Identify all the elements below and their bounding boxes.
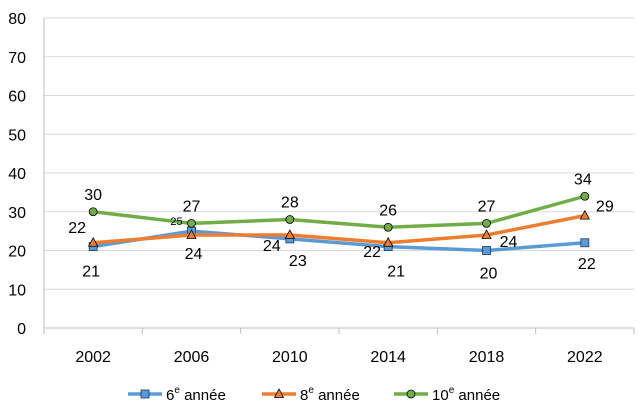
data-label: 34 <box>574 171 592 188</box>
axes <box>43 18 635 334</box>
data-point <box>186 229 197 239</box>
data-point <box>88 207 98 217</box>
data-point <box>406 389 416 399</box>
data-label: 26 <box>379 202 397 219</box>
data-point <box>580 238 590 248</box>
x-tick-label: 2018 <box>469 349 505 366</box>
series-line <box>91 194 587 229</box>
data-labels: 21 25 23 21 20 22 22 24 24 22 24 29 30 27 28 26 27 34 <box>68 171 614 282</box>
series-line <box>91 213 587 245</box>
data-point <box>273 388 285 398</box>
y-tick-label: 40 <box>8 166 26 183</box>
y-tick-label: 0 <box>17 321 26 338</box>
data-label: 28 <box>281 195 299 212</box>
data-point <box>580 191 590 201</box>
data-label: 30 <box>84 187 102 204</box>
x-tick-label: 2022 <box>567 349 603 366</box>
data-label: 21 <box>82 264 100 281</box>
series-line <box>91 229 587 253</box>
data-label: 27 <box>478 198 496 215</box>
data-point <box>383 236 394 247</box>
data-label: 20 <box>480 266 498 283</box>
legend: 6e année 8e année 10e année <box>128 385 500 404</box>
x-tick-label: 2002 <box>75 349 111 366</box>
legend-item: 8e année <box>262 385 360 404</box>
data-label: 24 <box>500 234 518 251</box>
gridlines <box>44 17 634 290</box>
data-label: 29 <box>596 199 614 216</box>
data-point <box>88 236 99 247</box>
y-tick-label: 30 <box>8 205 26 222</box>
y-tick-label: 50 <box>8 127 26 144</box>
y-tick-label: 80 <box>8 11 26 28</box>
series-group <box>88 191 590 255</box>
data-point <box>579 209 590 220</box>
data-label: 22 <box>578 256 596 273</box>
data-label: 24 <box>263 238 281 255</box>
data-label: 25 <box>170 216 182 228</box>
legend-item: 6e année <box>128 385 226 404</box>
data-point <box>482 246 491 255</box>
data-label: 22 <box>363 244 381 261</box>
y-tick-label: 60 <box>8 89 26 106</box>
data-point <box>140 389 150 399</box>
legend-label: 10e année <box>432 385 500 404</box>
x-tick-label: 2010 <box>272 349 308 366</box>
legend-label: 8e année <box>300 385 360 404</box>
data-point <box>482 218 491 228</box>
data-label: 22 <box>68 220 86 237</box>
y-tick-label: 20 <box>8 244 26 261</box>
x-tick-label: 2014 <box>370 349 406 366</box>
data-point <box>383 222 393 232</box>
data-point <box>481 229 492 239</box>
data-point <box>187 218 196 228</box>
x-axis-ticks: 2002 2006 2010 2014 2018 2022 <box>75 349 602 366</box>
data-label: 24 <box>185 246 203 263</box>
legend-item: 10e année <box>394 385 500 404</box>
y-tick-label: 70 <box>8 50 26 67</box>
data-point <box>285 215 295 224</box>
data-point <box>284 229 295 239</box>
data-label: 21 <box>387 264 405 281</box>
data-label: 27 <box>183 198 201 215</box>
x-tick-label: 2006 <box>174 349 210 366</box>
y-tick-label: 10 <box>8 282 26 299</box>
data-label: 23 <box>289 253 307 270</box>
legend-label: 6e année <box>166 385 226 404</box>
y-axis-ticks: 0 10 20 30 40 50 60 70 80 <box>8 11 26 338</box>
